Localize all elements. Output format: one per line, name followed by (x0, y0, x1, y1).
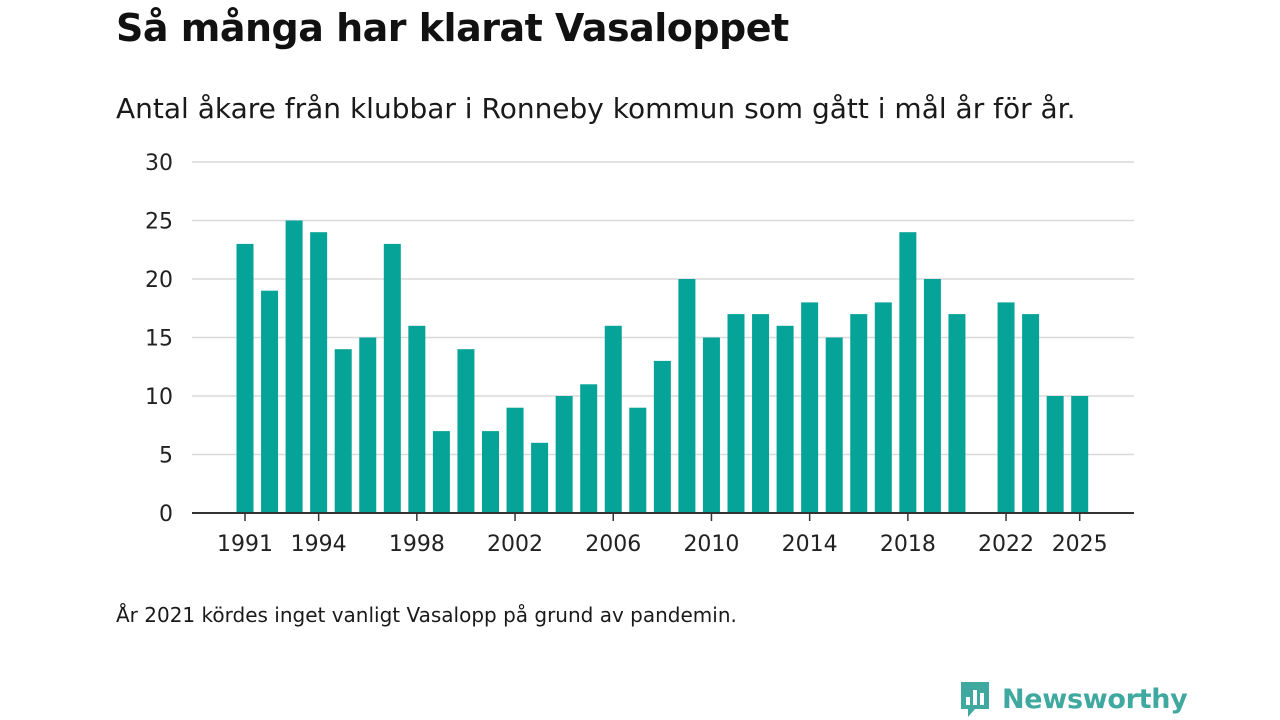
bar-2009 (678, 279, 696, 513)
brand-logo[interactable]: Newsworthy (958, 678, 1188, 720)
x-tick-label: 1994 (291, 532, 347, 557)
x-axis-ticks: 1991 1994 1998 2002 2006 2010 2014 2018 2022 2025 (217, 513, 1108, 557)
brand-name: Newsworthy (1002, 683, 1188, 715)
chart-title: Så många har klarat Vasaloppet (116, 6, 789, 50)
x-tick-label: 1991 (217, 532, 273, 557)
y-tick-label: 5 (159, 444, 173, 469)
y-tick-label: 15 (145, 327, 173, 352)
x-tick-label: 2002 (487, 532, 543, 557)
bar-2000 (457, 349, 475, 513)
bar-2011 (727, 314, 745, 513)
y-tick-label: 20 (145, 268, 173, 293)
bar-1991 (236, 243, 254, 513)
bar-2014 (801, 302, 819, 513)
bar-2003 (531, 442, 549, 513)
bar-1998 (408, 325, 426, 513)
bar-2020 (948, 314, 966, 513)
x-tick-label: 1998 (389, 532, 445, 557)
bar-2017 (874, 302, 892, 513)
bar-2018 (899, 232, 917, 513)
bar-1999 (432, 431, 450, 513)
bar-chart-speech-bubble-icon (961, 682, 989, 717)
y-tick-label: 25 (145, 210, 173, 235)
bar-2005 (580, 384, 598, 513)
x-tick-label: 2025 (1052, 532, 1108, 557)
bar-2016 (850, 314, 868, 513)
chart-subtitle: Antal åkare från klubbar i Ronneby kommu… (116, 92, 1076, 125)
bar-2024 (1046, 396, 1064, 513)
bar-2007 (629, 407, 647, 513)
bar-2001 (482, 431, 499, 513)
bar-2006 (604, 325, 622, 513)
bar-1992 (261, 290, 279, 513)
y-axis-ticks: 0 5 10 15 20 25 30 (145, 151, 173, 527)
bar-2012 (752, 314, 770, 513)
bar-2004 (555, 396, 573, 513)
bar-2013 (776, 325, 794, 513)
bar-1995 (334, 349, 352, 513)
x-tick-label: 2018 (880, 532, 936, 557)
x-tick-label: 2010 (683, 532, 739, 557)
footnote: År 2021 kördes inget vanligt Vasalopp på… (116, 603, 737, 627)
bar-2002 (506, 407, 524, 513)
bar-1993 (285, 220, 303, 513)
bar-2022 (997, 302, 1015, 513)
y-tick-label: 10 (145, 385, 173, 410)
x-tick-label: 2022 (978, 532, 1034, 557)
bars (236, 220, 1089, 513)
x-tick-label: 2006 (585, 532, 641, 557)
bar-2025 (1071, 396, 1089, 513)
bar-2008 (653, 360, 671, 513)
bar-2015 (825, 337, 843, 513)
bar-2010 (702, 337, 720, 513)
bar-1996 (359, 337, 377, 513)
bar-1994 (310, 232, 328, 513)
bar-2019 (923, 279, 941, 513)
x-tick-label: 2014 (782, 532, 838, 557)
bar-1997 (383, 243, 401, 513)
y-tick-label: 0 (159, 502, 173, 527)
y-tick-label: 30 (145, 151, 173, 176)
bar-2023 (1022, 314, 1040, 513)
